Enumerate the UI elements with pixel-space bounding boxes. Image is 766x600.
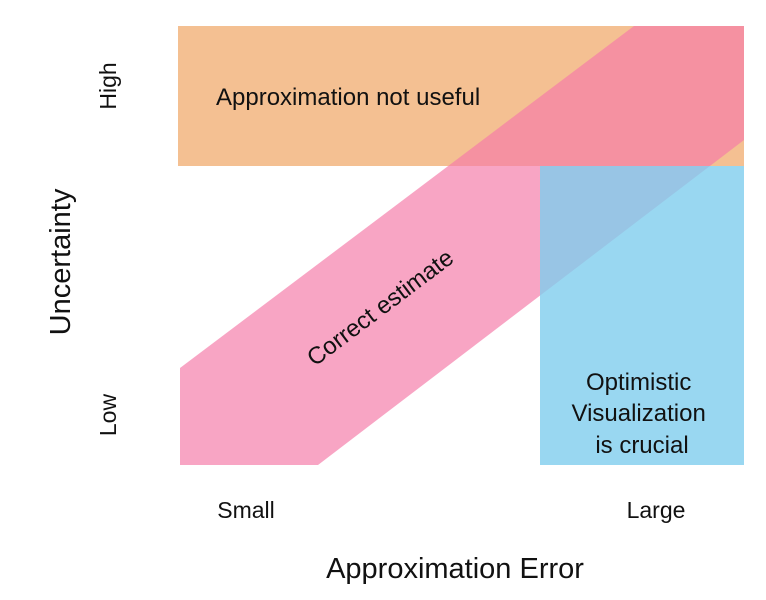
x-axis-title: Approximation Error xyxy=(326,553,584,585)
region-label-optimistic: Optimistic Visualization is crucial xyxy=(572,369,713,459)
y-tick-low: Low xyxy=(95,394,121,437)
region-label-optimistic-line-1: Optimistic xyxy=(586,369,691,396)
x-tick-large: Large xyxy=(627,497,686,523)
region-label-optimistic-line-2: Visualization xyxy=(572,400,706,427)
y-tick-high: High xyxy=(95,62,121,109)
region-label-not-useful: Approximation not useful xyxy=(216,84,480,111)
region-correct-estimate xyxy=(180,26,744,465)
y-axis-title: Uncertainty xyxy=(45,188,77,335)
region-label-optimistic-line-3: is crucial xyxy=(595,432,688,459)
x-tick-small: Small xyxy=(217,497,275,523)
region-optimistic xyxy=(540,166,744,465)
